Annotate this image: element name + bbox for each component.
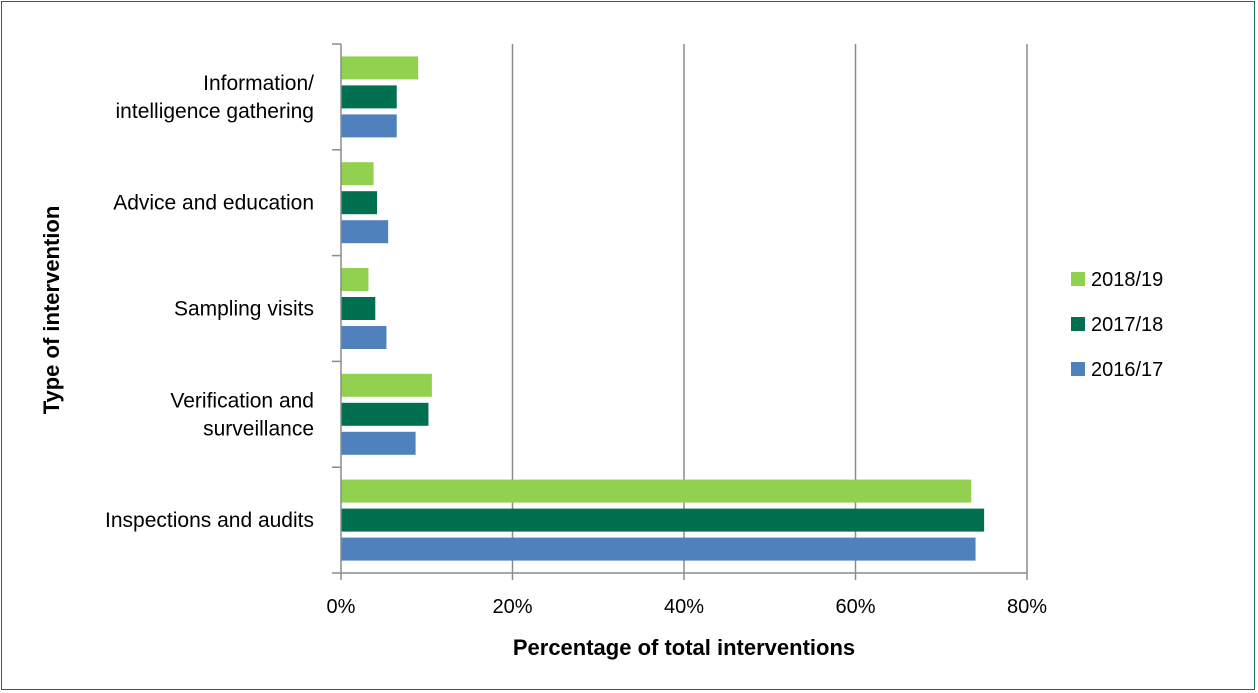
category-label: Information/ bbox=[203, 72, 314, 95]
x-tick-label: 60% bbox=[835, 596, 875, 618]
bar bbox=[341, 114, 397, 138]
x-axis-title: Percentage of total interventions bbox=[513, 635, 855, 660]
category-label: Sampling visits bbox=[174, 298, 314, 321]
x-tick-label: 40% bbox=[664, 596, 704, 618]
x-tick-label: 20% bbox=[492, 596, 532, 618]
legend-label: 2016/17 bbox=[1091, 359, 1163, 381]
x-tick-label: 80% bbox=[1007, 596, 1047, 618]
bar bbox=[341, 431, 416, 455]
bar bbox=[341, 326, 387, 349]
x-tick-labels: 0% 20% 40% 60% 80% bbox=[327, 596, 1048, 618]
category-label: intelligence gathering bbox=[116, 100, 314, 123]
bar bbox=[341, 162, 374, 186]
bar bbox=[341, 297, 376, 320]
bar bbox=[341, 537, 976, 561]
category-label: Verification and bbox=[170, 389, 314, 412]
bar bbox=[341, 373, 432, 397]
bars bbox=[341, 56, 985, 561]
bar bbox=[341, 56, 419, 80]
legend-label: 2017/18 bbox=[1091, 314, 1163, 336]
y-axis-title: Type of intervention bbox=[39, 206, 64, 415]
bar bbox=[341, 402, 429, 426]
legend-swatch bbox=[1071, 362, 1085, 376]
bar bbox=[341, 479, 972, 503]
bar bbox=[341, 220, 389, 244]
category-labels: Information/intelligence gathering Advice… bbox=[105, 72, 314, 532]
bar bbox=[341, 508, 985, 532]
legend-swatch bbox=[1071, 317, 1085, 331]
axes bbox=[332, 43, 1028, 580]
bar bbox=[341, 268, 369, 291]
legend: 2018/19 2017/18 2016/17 bbox=[1071, 269, 1163, 381]
legend-swatch bbox=[1071, 272, 1085, 286]
category-label: Advice and education bbox=[113, 192, 314, 215]
x-tick-label: 0% bbox=[327, 596, 356, 618]
category-label: Inspections and audits bbox=[105, 509, 314, 532]
bar bbox=[341, 85, 397, 109]
category-label: surveillance bbox=[203, 417, 314, 440]
legend-label: 2018/19 bbox=[1091, 269, 1163, 291]
bar bbox=[341, 191, 378, 215]
